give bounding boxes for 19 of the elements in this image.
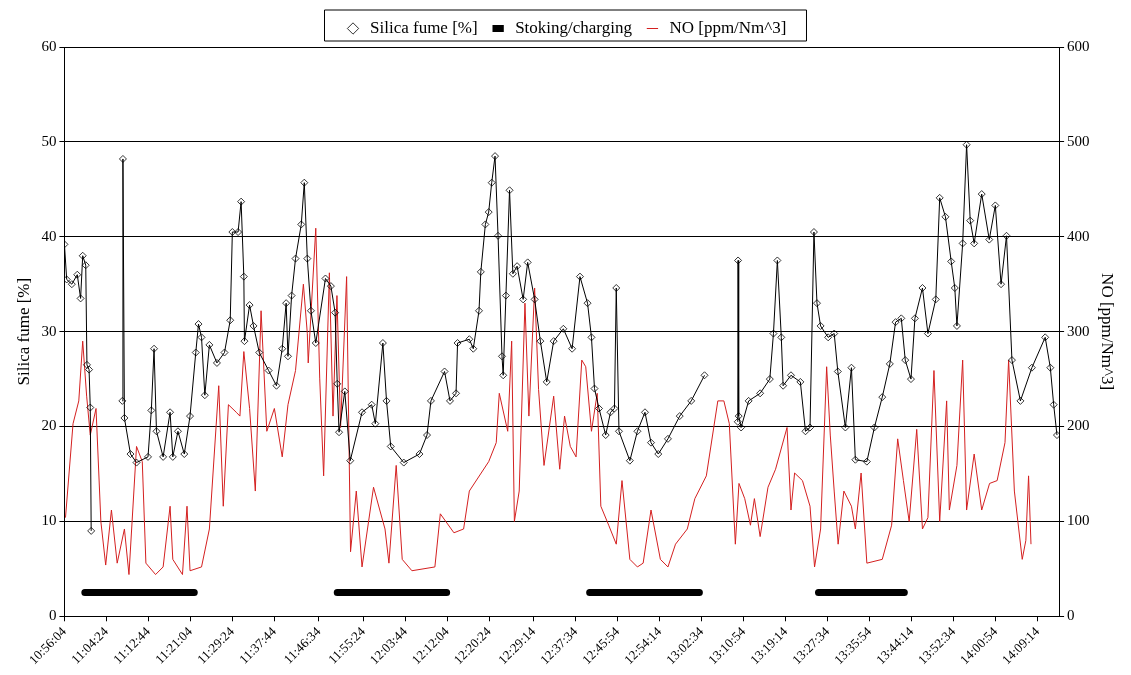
legend-label: NO [ppm/Nm^3] xyxy=(669,17,787,37)
y2-tick-label: 0 xyxy=(1067,607,1075,624)
y-tick-label: 30 xyxy=(41,322,57,339)
y2-tick-label: 200 xyxy=(1067,417,1090,434)
y-tick-label: 10 xyxy=(41,512,57,529)
y-tick-label: 50 xyxy=(41,132,57,149)
y2-tick-label: 400 xyxy=(1067,227,1090,244)
y2-tick-label: 600 xyxy=(1067,37,1090,54)
y-tick-label: 60 xyxy=(41,37,57,54)
legend-label: Silica fume [%] xyxy=(370,17,478,37)
y2-tick-label: 100 xyxy=(1067,512,1090,529)
y2-tick-label: 300 xyxy=(1067,322,1090,339)
legend-label: Stoking/charging xyxy=(515,17,633,37)
y-tick-label: 20 xyxy=(41,417,57,434)
y-axis-title: Silica fume [%] xyxy=(13,277,33,386)
y-tick-label: 40 xyxy=(41,227,57,244)
y2-axis-title: NO [ppm/Nm^3] xyxy=(1098,273,1118,391)
y2-tick-label: 500 xyxy=(1067,132,1090,149)
y-tick-label: 0 xyxy=(48,607,57,624)
